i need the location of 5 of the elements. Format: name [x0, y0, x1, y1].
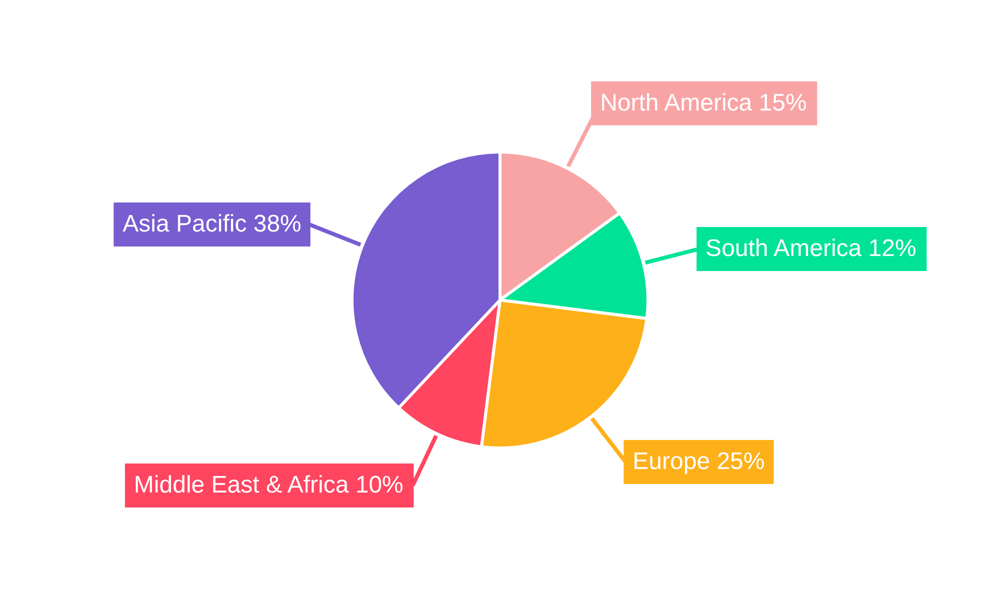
- slice-label: South America 12%: [706, 235, 916, 262]
- slice-label: Europe 25%: [632, 448, 765, 475]
- slice-label: North America 15%: [600, 89, 807, 116]
- slice-label: Middle East & Africa 10%: [134, 471, 404, 498]
- slice-label: Asia Pacific 38%: [122, 210, 302, 238]
